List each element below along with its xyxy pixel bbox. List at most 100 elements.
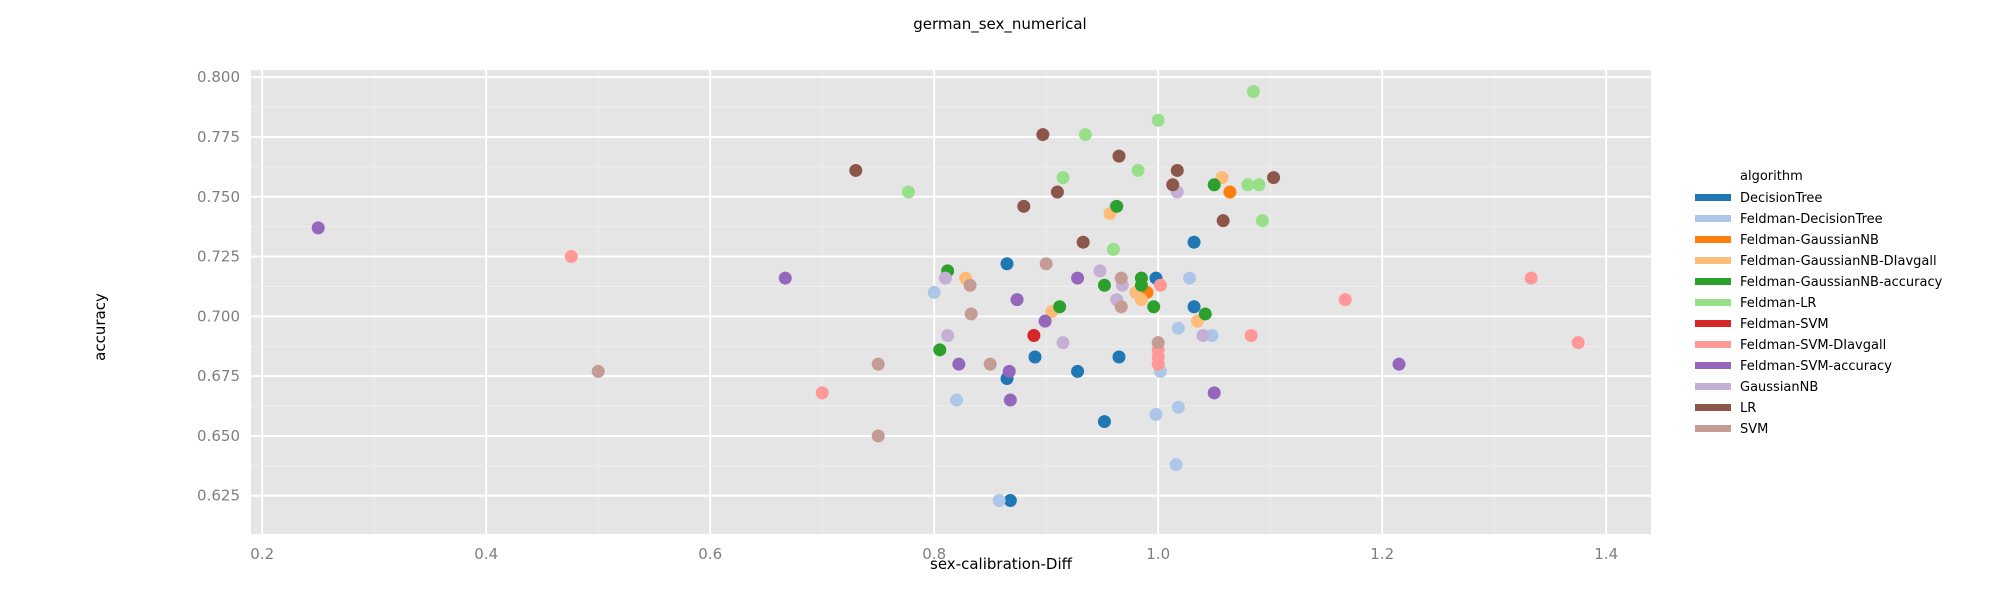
data-point xyxy=(1038,314,1052,328)
legend-title: algorithm xyxy=(1740,169,1803,184)
y-tick-label: 0.650 xyxy=(197,427,240,445)
data-point xyxy=(1106,242,1120,256)
data-point xyxy=(311,221,325,235)
series-group xyxy=(849,128,1281,249)
plot-area xyxy=(251,70,1651,534)
data-point xyxy=(1036,128,1050,142)
data-point xyxy=(992,494,1006,508)
legend-label: Feldman-LR xyxy=(1740,296,1816,311)
data-point xyxy=(1171,321,1185,335)
data-point xyxy=(901,185,915,199)
legend-label: Feldman-DecisionTree xyxy=(1740,212,1883,227)
y-tick-label: 0.700 xyxy=(197,307,240,325)
series-group xyxy=(1000,235,1201,508)
data-point xyxy=(983,357,997,371)
data-point xyxy=(1169,458,1183,472)
data-point xyxy=(1002,364,1016,378)
legend-label: LR xyxy=(1740,401,1756,416)
data-point xyxy=(1151,357,1165,371)
data-points xyxy=(311,85,1585,508)
legend-swatch xyxy=(1695,215,1731,222)
data-point xyxy=(564,250,578,264)
data-point xyxy=(871,357,885,371)
data-point xyxy=(1241,178,1255,192)
data-point xyxy=(938,271,952,285)
legend-swatch xyxy=(1695,278,1731,285)
data-point xyxy=(1196,328,1210,342)
data-point xyxy=(1110,199,1124,213)
legend-label: Feldman-SVM-DIavgall xyxy=(1740,338,1886,353)
x-tick-label: 0.6 xyxy=(698,545,722,563)
data-point xyxy=(1050,185,1064,199)
x-tick-label: 1.2 xyxy=(1370,545,1394,563)
legend-swatch xyxy=(1695,404,1731,411)
data-point xyxy=(963,278,977,292)
x-axis-title: sex-calibration-Diff xyxy=(930,555,1073,573)
data-point xyxy=(849,163,863,177)
y-tick-label: 0.675 xyxy=(197,367,240,385)
legend-swatch xyxy=(1695,425,1731,432)
data-point xyxy=(1338,293,1352,307)
data-point xyxy=(1114,271,1128,285)
data-point xyxy=(1131,163,1145,177)
data-point xyxy=(1255,214,1269,228)
data-point xyxy=(1093,264,1107,278)
data-point xyxy=(1010,293,1024,307)
data-point xyxy=(1028,350,1042,364)
data-point xyxy=(1187,300,1201,314)
data-point xyxy=(1112,350,1126,364)
legend-label: Feldman-SVM xyxy=(1740,317,1829,332)
data-point xyxy=(1097,415,1111,429)
x-tick-label: 0.8 xyxy=(922,545,946,563)
legend-swatch xyxy=(1695,257,1731,264)
legend-label: GaussianNB xyxy=(1740,380,1818,395)
data-point xyxy=(778,271,792,285)
axis-ticks: 0.2 0.4 0.6 0.8 1.0 1.2 1.4 0.625 0.650 0.675 0.70… xyxy=(197,68,1618,563)
data-point xyxy=(1170,163,1184,177)
data-point xyxy=(1166,178,1180,192)
data-point xyxy=(1187,235,1201,249)
data-point xyxy=(1000,257,1014,271)
data-point xyxy=(1149,407,1163,421)
x-tick-label: 1.0 xyxy=(1146,545,1170,563)
data-point xyxy=(1112,149,1126,163)
data-point xyxy=(1244,328,1258,342)
data-point xyxy=(1151,336,1165,350)
legend-label: DecisionTree xyxy=(1740,191,1822,206)
data-point xyxy=(1056,171,1070,185)
legend-swatch xyxy=(1695,236,1731,243)
y-tick-label: 0.775 xyxy=(197,128,240,146)
data-point xyxy=(1147,300,1161,314)
data-point xyxy=(1223,185,1237,199)
data-point xyxy=(1056,336,1070,350)
data-point xyxy=(1134,278,1148,292)
data-point xyxy=(1207,178,1221,192)
data-point xyxy=(1207,386,1221,400)
data-point xyxy=(591,364,605,378)
data-point xyxy=(1078,128,1092,142)
series-group xyxy=(311,221,1406,407)
y-tick-label: 0.625 xyxy=(197,487,240,505)
x-tick-label: 0.2 xyxy=(250,545,274,563)
data-point xyxy=(815,386,829,400)
data-point xyxy=(1003,494,1017,508)
legend-label: SVM xyxy=(1740,422,1768,437)
chart-title: german_sex_numerical xyxy=(913,15,1086,34)
data-point xyxy=(933,343,947,357)
x-tick-label: 1.4 xyxy=(1594,545,1618,563)
data-point xyxy=(1246,85,1260,99)
legend-swatch xyxy=(1695,194,1731,201)
legend-label: Feldman-SVM-accuracy xyxy=(1740,359,1892,374)
legend-swatch xyxy=(1695,320,1731,327)
data-point xyxy=(1003,393,1017,407)
data-point xyxy=(1267,171,1281,185)
legend-swatch xyxy=(1695,383,1731,390)
data-point xyxy=(1027,328,1041,342)
data-point xyxy=(1151,113,1165,127)
legend-swatch xyxy=(1695,299,1731,306)
data-point xyxy=(1392,357,1406,371)
data-point xyxy=(964,307,978,321)
data-point xyxy=(1097,278,1111,292)
data-point xyxy=(1205,328,1219,342)
